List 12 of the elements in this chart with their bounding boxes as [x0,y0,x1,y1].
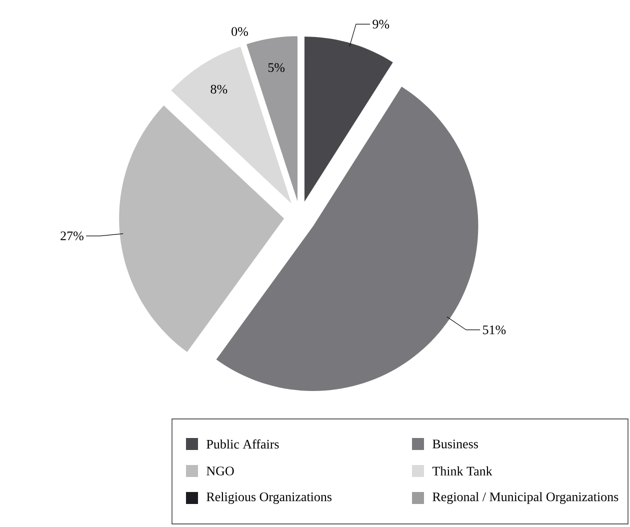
legend-label: Regional / Municipal Organizations [432,492,618,504]
data-label: 51% [483,325,506,334]
data-label: 9% [372,20,390,29]
legend-label: NGO [206,466,234,476]
legend-label: Think Tank [432,466,492,476]
text: 0% [232,27,248,36]
data-label: 8% [210,84,228,94]
legend-label: Religious Organizations [206,492,332,504]
data-label: 5% [268,63,285,72]
legend-label: Public Affairs [206,439,279,449]
legend-label: Business [432,440,478,448]
data-label: 27% [60,231,84,240]
